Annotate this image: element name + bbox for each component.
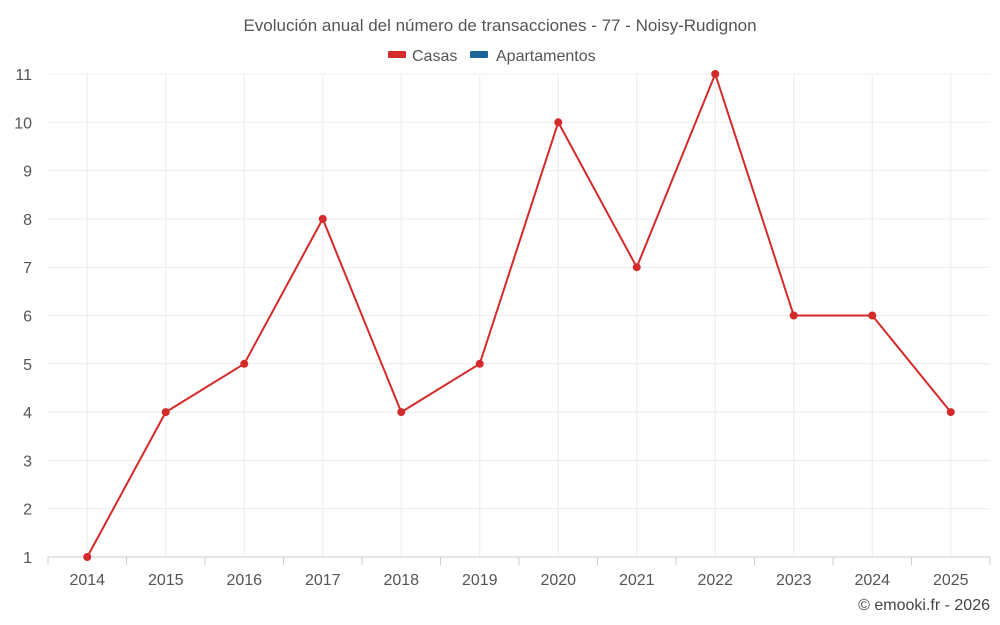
y-tick-labels: 1 2 3 4 5 6 7 8 9 10 11 bbox=[14, 67, 32, 567]
y-tick-label: 7 bbox=[23, 260, 32, 277]
series-line-casas bbox=[86, 73, 952, 558]
y-tick-label: 4 bbox=[23, 405, 32, 422]
data-point-casas-2018[interactable] bbox=[397, 408, 406, 417]
grid-lines bbox=[48, 73, 990, 558]
y-tick-label: 1 bbox=[23, 550, 32, 567]
chart-title: Evolución anual del número de transaccio… bbox=[243, 16, 756, 35]
y-tick-label: 3 bbox=[23, 453, 32, 470]
x-tick-label: 2015 bbox=[148, 572, 184, 589]
data-point-casas-2025[interactable] bbox=[946, 408, 955, 417]
data-point-casas-2019[interactable] bbox=[475, 359, 484, 368]
x-tick-label: 2024 bbox=[854, 572, 890, 589]
y-tick-label: 2 bbox=[23, 502, 32, 519]
y-tick-label: 9 bbox=[23, 164, 32, 181]
legend-label-apartamentos: Apartamentos bbox=[496, 48, 596, 65]
x-tick-label: 2022 bbox=[697, 572, 733, 589]
data-point-casas-2022[interactable] bbox=[711, 70, 720, 78]
y-tick-label: 8 bbox=[23, 212, 32, 229]
x-tick-label: 2016 bbox=[226, 572, 262, 589]
data-point-casas-2024[interactable] bbox=[868, 311, 877, 320]
x-tick-label: 2019 bbox=[462, 572, 498, 589]
data-point-casas-2016[interactable] bbox=[240, 359, 249, 368]
legend-item-casas[interactable]: Casas bbox=[388, 48, 457, 65]
data-point-casas-2017[interactable] bbox=[318, 214, 327, 223]
legend-label-casas: Casas bbox=[412, 48, 457, 65]
credit-text: © emooki.fr - 2026 bbox=[858, 597, 990, 614]
y-tick-label: 6 bbox=[23, 309, 32, 326]
x-tick-label: 2021 bbox=[619, 572, 655, 589]
x-tick-label: 2023 bbox=[776, 572, 812, 589]
x-tick-label: 2014 bbox=[69, 572, 105, 589]
data-point-casas-2015[interactable] bbox=[161, 408, 170, 417]
axes bbox=[47, 556, 991, 565]
data-point-casas-2020[interactable] bbox=[554, 118, 563, 127]
y-tick-label: 11 bbox=[15, 67, 32, 84]
y-tick-label: 10 bbox=[14, 115, 32, 132]
legend: Casas Apartamentos bbox=[388, 48, 596, 65]
data-point-casas-2021[interactable] bbox=[632, 263, 641, 272]
x-tick-label: 2020 bbox=[540, 572, 576, 589]
data-point-casas-2023[interactable] bbox=[789, 311, 798, 320]
legend-swatch-apartamentos bbox=[470, 51, 488, 58]
x-tick-labels: 2014 2015 2016 2017 2018 2019 2020 2021 2022 2023… bbox=[69, 572, 968, 589]
legend-item-apartamentos[interactable]: Apartamentos bbox=[470, 48, 596, 65]
y-tick-label: 5 bbox=[23, 357, 32, 374]
series-casas bbox=[83, 70, 955, 561]
x-tick-label: 2018 bbox=[383, 572, 419, 589]
legend-swatch-casas bbox=[388, 51, 406, 58]
x-tick-label: 2017 bbox=[305, 572, 341, 589]
data-point-casas-2014[interactable] bbox=[83, 553, 92, 561]
x-tick-label: 2025 bbox=[933, 572, 969, 589]
